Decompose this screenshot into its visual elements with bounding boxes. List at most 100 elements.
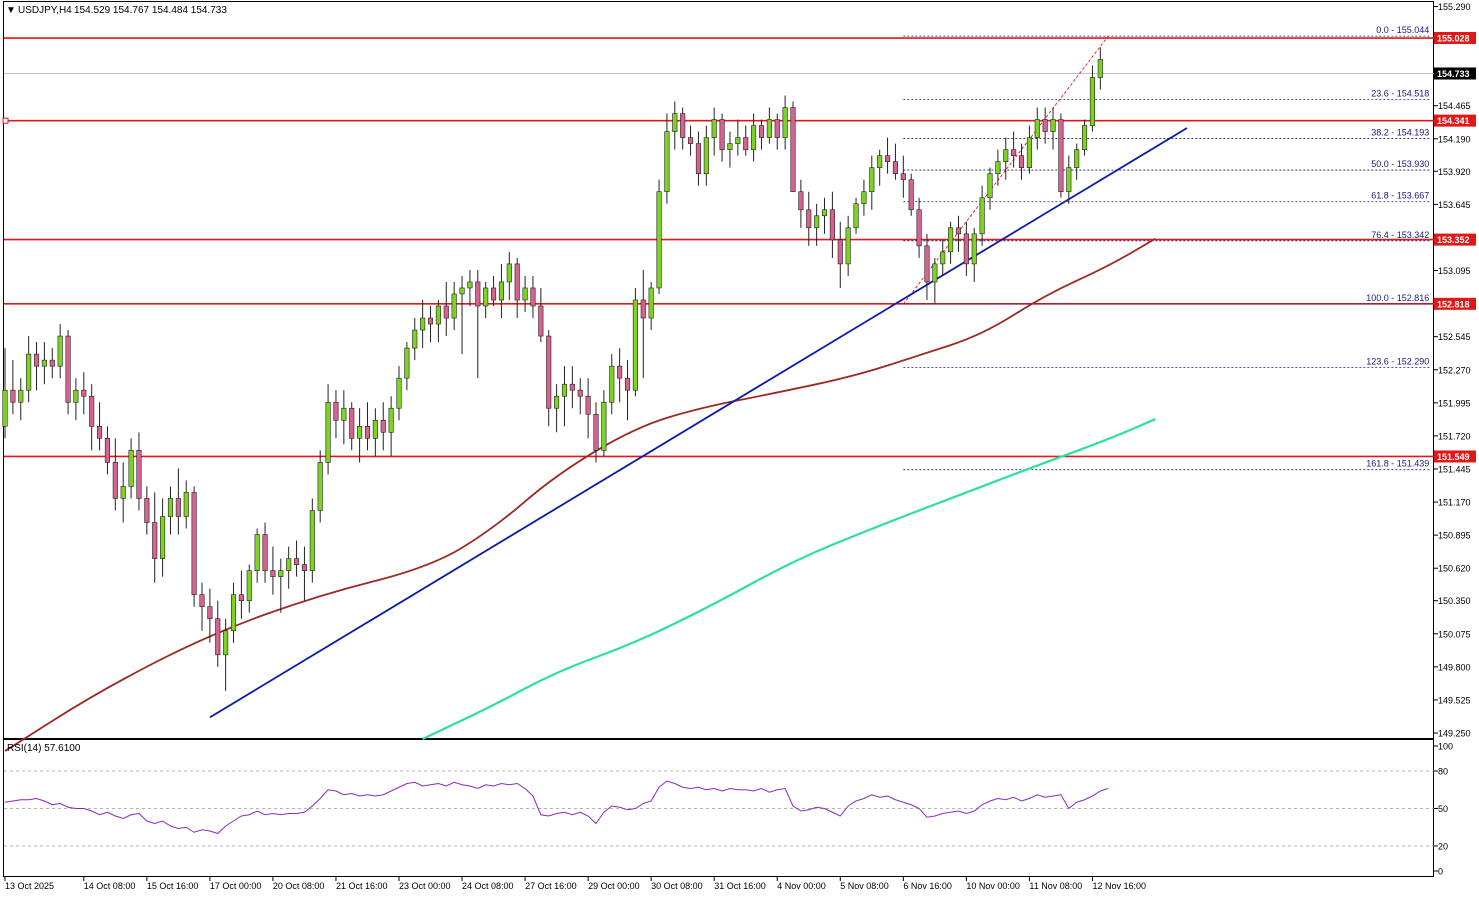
candle-body-bull bbox=[727, 143, 733, 150]
fib-level-label: 38.2 - 154.193 bbox=[1371, 127, 1429, 137]
candle bbox=[1074, 143, 1080, 180]
candle bbox=[396, 366, 402, 421]
candle-body-bear bbox=[443, 305, 449, 319]
candle-body-bear bbox=[65, 335, 71, 403]
price-tick-label: 153.645 bbox=[1438, 200, 1471, 210]
fib-level-label: 50.0 - 153.930 bbox=[1371, 159, 1429, 169]
candle-body-bull bbox=[128, 450, 134, 487]
candle bbox=[325, 384, 331, 475]
candle bbox=[900, 155, 906, 198]
candle-body-bear bbox=[514, 263, 520, 301]
candle bbox=[467, 269, 473, 307]
candle-body-bear bbox=[89, 395, 95, 427]
rsi-panel: 100 80 50 20 0 bbox=[4, 742, 1453, 877]
candle-body-bull bbox=[995, 161, 1001, 174]
candle-body-bear bbox=[924, 245, 930, 283]
candle-body-bear bbox=[908, 179, 914, 211]
candle bbox=[546, 330, 552, 427]
candle bbox=[979, 185, 985, 246]
candle bbox=[806, 191, 812, 246]
candle bbox=[1097, 47, 1103, 90]
candle-body-bull bbox=[554, 395, 560, 409]
candle bbox=[955, 215, 962, 252]
level-price-box bbox=[1434, 297, 1476, 310]
candle-body-bull bbox=[979, 197, 985, 235]
candle-body-bull bbox=[869, 167, 875, 193]
time-tick-label: 12 Nov 16:00 bbox=[1092, 881, 1146, 891]
candle bbox=[727, 131, 733, 168]
header-marker[interactable]: ▼ bbox=[6, 5, 16, 16]
time-tick-label: 14 Oct 08:00 bbox=[84, 881, 136, 891]
candle-body-bear bbox=[380, 419, 386, 433]
candle-body-bear bbox=[538, 305, 544, 337]
candle bbox=[711, 107, 717, 156]
candle bbox=[223, 618, 229, 691]
candle-body-bear bbox=[624, 377, 631, 391]
candle-body-bull bbox=[1074, 149, 1080, 168]
time-tick-label: 20 Oct 08:00 bbox=[273, 881, 325, 891]
current-price-box bbox=[1434, 67, 1476, 80]
time-tick-label: 17 Oct 00:00 bbox=[210, 881, 262, 891]
candle-body-bull bbox=[254, 534, 260, 571]
fib-level-label: 123.6 - 152.290 bbox=[1366, 356, 1429, 366]
candle bbox=[41, 342, 47, 385]
candle bbox=[286, 546, 292, 589]
rsi-tick-label: 0 bbox=[1438, 867, 1443, 877]
candle-body-bear bbox=[1011, 149, 1017, 156]
candle-body-bull bbox=[877, 155, 883, 168]
candle-body-bull bbox=[420, 317, 426, 331]
candle bbox=[491, 275, 497, 307]
time-tick-label: 23 Oct 00:00 bbox=[399, 881, 451, 891]
candle bbox=[561, 366, 568, 427]
rsi-tick-label: 100 bbox=[1438, 742, 1453, 752]
candle bbox=[987, 167, 993, 210]
candle bbox=[341, 390, 347, 445]
candle bbox=[530, 275, 536, 319]
candle-body-bear bbox=[593, 413, 599, 451]
candle bbox=[412, 318, 418, 361]
candle-body-bear bbox=[112, 462, 118, 499]
candle-body-bear bbox=[294, 558, 300, 565]
candle-body-bull bbox=[1066, 167, 1072, 193]
candle-body-bull bbox=[1034, 119, 1040, 138]
candle bbox=[435, 299, 441, 343]
candle-body-bull bbox=[388, 407, 394, 433]
rsi-tick-label: 20 bbox=[1438, 842, 1448, 852]
candle bbox=[372, 408, 378, 457]
time-tick-label: 5 Nov 08:00 bbox=[840, 881, 889, 891]
price-tick-label: 149.250 bbox=[1438, 729, 1471, 739]
candle bbox=[128, 438, 134, 499]
candle-body-bull bbox=[341, 407, 347, 421]
time-tick-label: 27 Oct 16:00 bbox=[525, 881, 577, 891]
candle-body-bear bbox=[743, 137, 749, 150]
candle-body-bull bbox=[57, 335, 63, 367]
price-tick-label: 151.720 bbox=[1438, 431, 1471, 441]
candle-body-bull bbox=[317, 462, 323, 511]
candle-body-bull bbox=[372, 419, 378, 439]
candle bbox=[995, 149, 1001, 186]
candle-body-bull bbox=[467, 281, 473, 289]
candle bbox=[420, 299, 426, 349]
candle bbox=[908, 173, 914, 216]
candle bbox=[317, 450, 323, 523]
candle-body-bull bbox=[601, 401, 607, 451]
candle-body-bear bbox=[333, 401, 339, 421]
candle bbox=[554, 384, 560, 433]
candle bbox=[136, 432, 142, 511]
candle bbox=[89, 384, 95, 451]
price-tick-label: 154.465 bbox=[1438, 101, 1471, 111]
candle-body-bull bbox=[656, 191, 662, 289]
candle bbox=[940, 239, 946, 276]
candle bbox=[766, 107, 772, 144]
fib-level-label: 161.8 - 151.439 bbox=[1366, 459, 1429, 469]
candle bbox=[916, 197, 922, 258]
level-price-label: 153.352 bbox=[1437, 235, 1470, 245]
candle bbox=[1042, 107, 1048, 144]
candle-body-bear bbox=[798, 191, 804, 211]
candle-body-bear bbox=[680, 113, 686, 138]
candle-body-bear bbox=[758, 125, 765, 138]
candle bbox=[388, 396, 394, 457]
candle-body-bull bbox=[932, 263, 938, 283]
